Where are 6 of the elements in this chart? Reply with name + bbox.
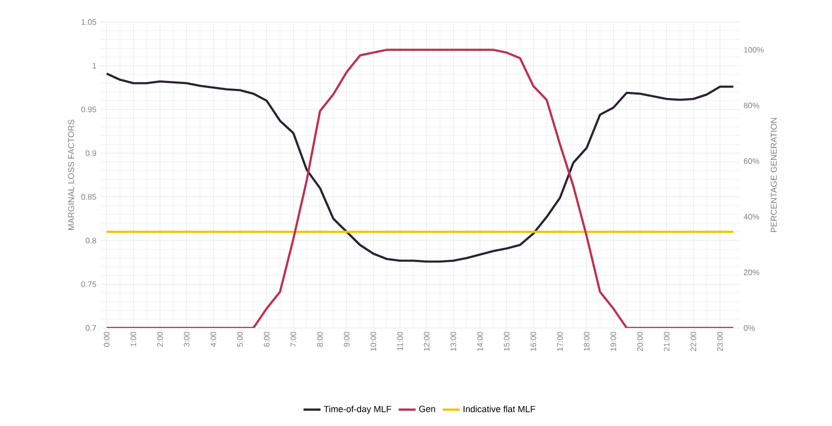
legend-label: Time-of-day MLF: [324, 406, 392, 414]
y2-axis-title: PERCENTAGE GENERATION: [770, 118, 777, 232]
legend-label: Indicative flat MLF: [464, 406, 536, 412]
y-axis-title: MARGINAL LOSS FACTORS: [68, 120, 74, 230]
legend-label: Gen: [419, 406, 436, 412]
line-series: [106, 72, 734, 263]
